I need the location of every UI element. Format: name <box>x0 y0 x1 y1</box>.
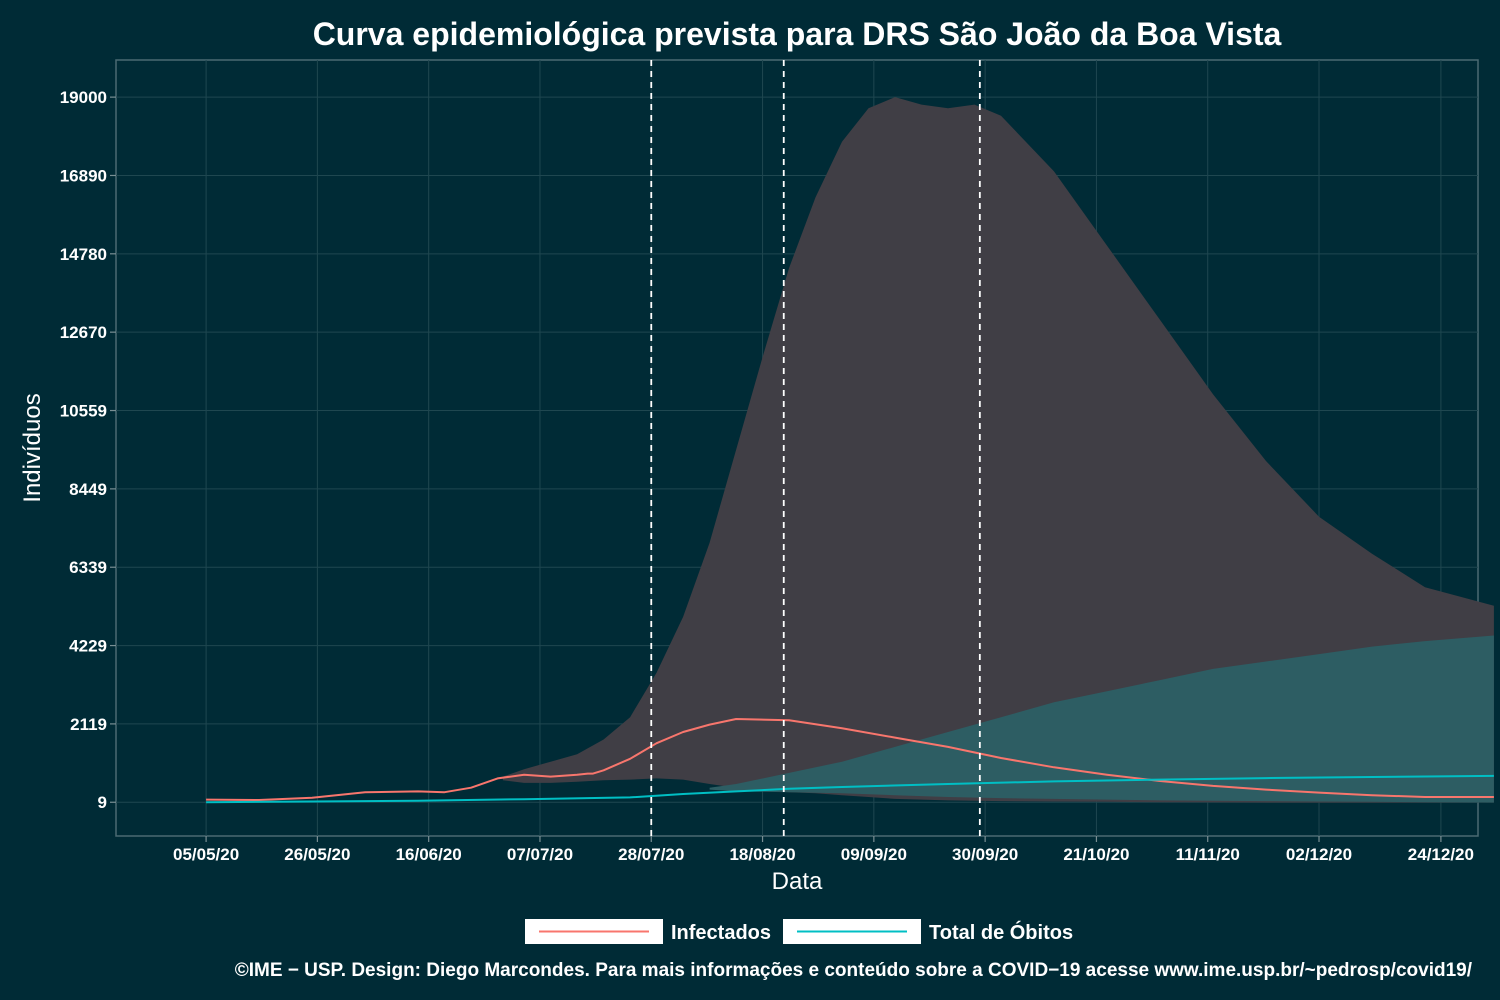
x-axis-ticks: 05/05/20 26/05/20 16/06/20 07/07/20 28/07/20… <box>173 836 1474 864</box>
legend-label-obitos: Total de Óbitos <box>929 920 1073 944</box>
y-tick-label: 19000 <box>60 88 107 107</box>
confidence-band-2 <box>709 635 1494 803</box>
y-tick-label: 14780 <box>60 245 107 264</box>
x-tick-label: 07/07/20 <box>507 845 573 864</box>
x-tick-label: 21/10/20 <box>1063 845 1129 864</box>
legend: Infectados Total de Óbitos <box>525 919 1073 944</box>
y-tick-label: 6339 <box>69 558 107 577</box>
y-tick-label: 2119 <box>70 715 107 734</box>
y-tick-label: 8449 <box>69 480 107 499</box>
series-line-infectados <box>206 718 1494 801</box>
y-tick-label: 16890 <box>60 166 107 185</box>
x-tick-label: 05/05/20 <box>173 845 239 864</box>
x-axis-title: Data <box>772 868 823 895</box>
x-tick-label: 28/07/20 <box>618 845 684 864</box>
x-tick-label: 30/09/20 <box>952 845 1018 864</box>
x-tick-label: 18/08/20 <box>729 845 795 864</box>
y-tick-label: 12670 <box>60 323 107 342</box>
x-tick-label: 11/11/20 <box>1176 845 1240 864</box>
series-lines <box>206 718 1494 804</box>
chart-title: Curva epidemiológica prevista para DRS S… <box>313 16 1282 52</box>
y-axis-title: Indivíduos <box>19 393 46 502</box>
y-tick-label: 4229 <box>69 637 107 656</box>
y-tick-label: 10559 <box>60 402 107 421</box>
footer-caption: ©IME − USP. Design: Diego Marcondes. Par… <box>235 960 1473 981</box>
series-line-total-de-obitos <box>206 774 1494 804</box>
legend-label-infectados: Infectados <box>671 922 771 944</box>
x-tick-label: 26/05/20 <box>284 845 350 864</box>
confidence-band-1 <box>502 97 1494 803</box>
confidence-bands <box>502 97 1494 803</box>
reference-lines <box>650 60 981 836</box>
x-tick-label: 09/09/20 <box>841 845 907 864</box>
y-axis-ticks: 9 2119 4229 6339 8449 10559 12670 14780 16890 190… <box>60 88 116 812</box>
x-tick-label: 16/06/20 <box>396 845 462 864</box>
y-tick-label: 9 <box>98 793 107 812</box>
x-tick-label: 24/12/20 <box>1408 845 1474 864</box>
x-tick-label: 02/12/20 <box>1286 845 1352 864</box>
